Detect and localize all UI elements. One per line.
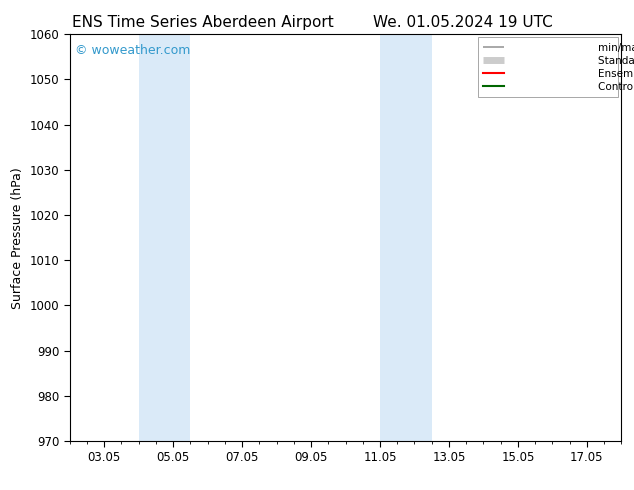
Y-axis label: Surface Pressure (hPa): Surface Pressure (hPa): [11, 167, 24, 309]
Text: © woweather.com: © woweather.com: [75, 45, 191, 57]
Bar: [380, 34, 432, 441]
Text: ENS Time Series Aberdeen Airport: ENS Time Series Aberdeen Airport: [72, 15, 333, 30]
Bar: [139, 34, 190, 441]
Text: We. 01.05.2024 19 UTC: We. 01.05.2024 19 UTC: [373, 15, 553, 30]
Legend: min/max, Standard deviation, Ensemble mean run, Controll run: min/max, Standard deviation, Ensemble me…: [478, 37, 618, 97]
